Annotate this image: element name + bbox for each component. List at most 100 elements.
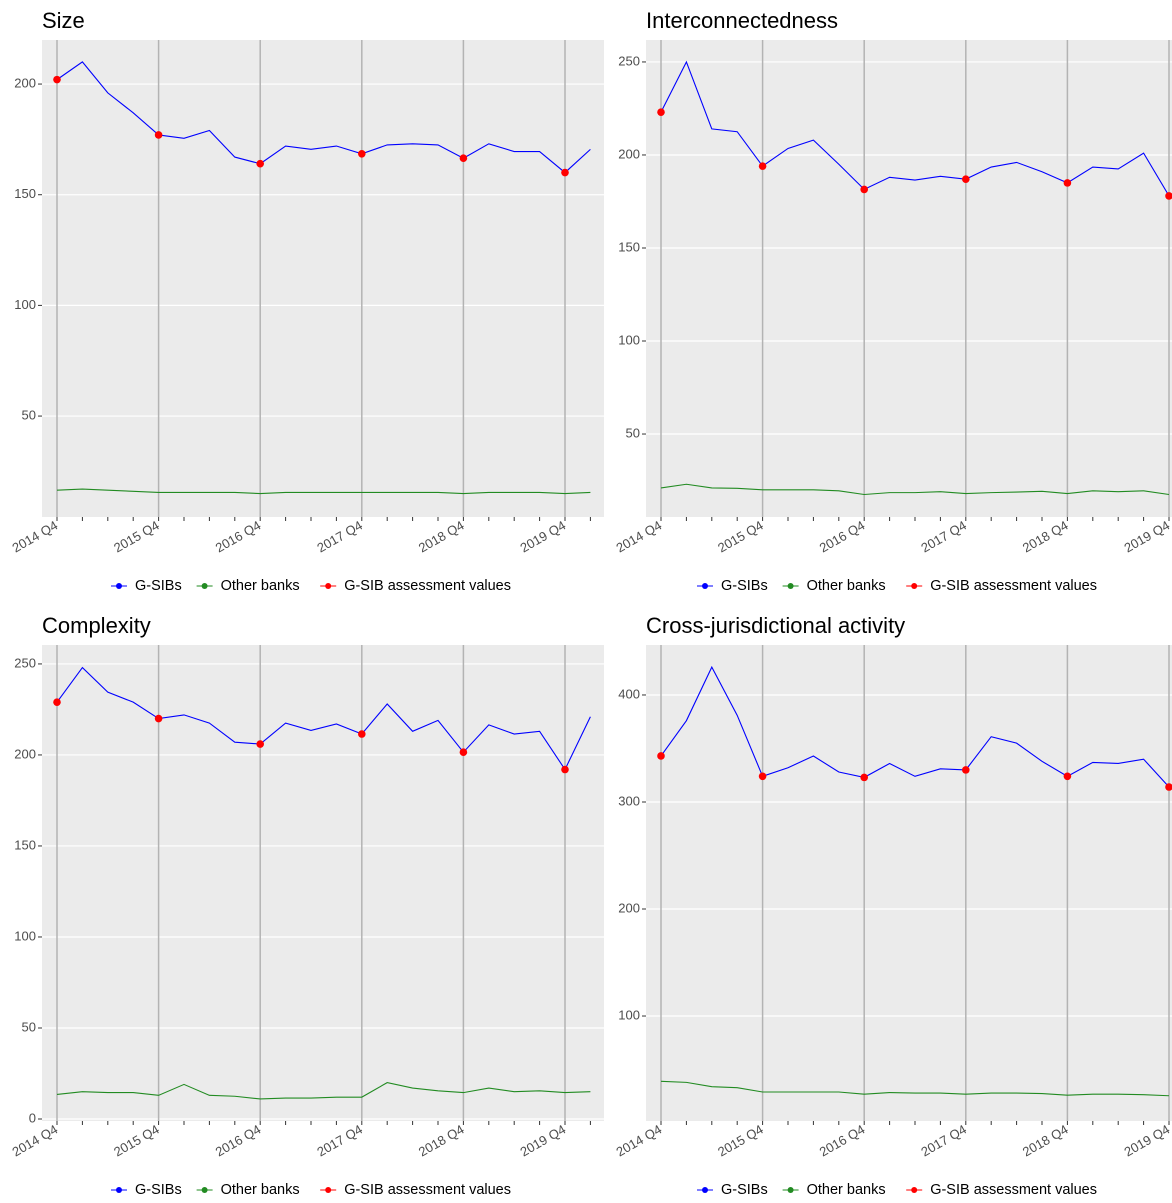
- series-line: [56, 666, 591, 771]
- data-point: [657, 108, 665, 116]
- series-line: [56, 488, 591, 495]
- chart-panel: Size 50 100 150 200 2014 Q4 2015 Q4 2016 Q4 2017…: [10, 8, 604, 594]
- legend-label: G-SIB assessment values: [344, 578, 511, 594]
- y-tick-label: 150: [14, 837, 36, 852]
- plot-background: [42, 645, 604, 1121]
- legend-dot: [325, 583, 332, 589]
- chart-panel: Complexity 0 50 100 150 200 250 2014 Q4 2015 Q4 2…: [10, 613, 604, 1198]
- data-point: [657, 752, 665, 760]
- x-tick-label: 2019 Q4: [518, 518, 569, 556]
- x-tick-label: 2014 Q4: [614, 518, 665, 556]
- x-tick-label: 2015 Q4: [715, 518, 766, 556]
- data-point: [758, 162, 767, 170]
- legend-label: G-SIB assessment values: [930, 1182, 1097, 1198]
- data-point: [1063, 179, 1072, 187]
- data-point: [561, 168, 569, 177]
- plot-background: [42, 40, 604, 517]
- legend-dot: [201, 1187, 208, 1193]
- chart-panel: Cross-jurisdictional activity 100 200 300 40…: [614, 613, 1172, 1198]
- plot-background: [646, 645, 1172, 1121]
- legend-label: G-SIBs: [721, 1182, 768, 1198]
- data-point: [358, 730, 366, 738]
- plot-background: [646, 40, 1172, 517]
- series-line: [660, 665, 1170, 788]
- x-tick-label: 2018 Q4: [416, 1122, 467, 1160]
- data-point: [154, 131, 163, 139]
- legend-dot: [911, 583, 918, 589]
- x-tick-label: 2015 Q4: [715, 1122, 766, 1160]
- data-point: [860, 185, 868, 194]
- y-tick-label: 100: [618, 332, 640, 347]
- legend-dot: [787, 583, 794, 589]
- legend-label: G-SIBs: [135, 578, 182, 594]
- y-tick-label: 150: [618, 239, 640, 254]
- legend: G-SIBs Other banks G-SIB assessment values: [111, 1182, 511, 1198]
- series-line: [56, 61, 591, 174]
- series-line: [660, 60, 1170, 197]
- y-tick-label: 100: [14, 928, 36, 943]
- data-point: [860, 773, 868, 782]
- data-point: [256, 159, 265, 168]
- y-tick-label: 200: [618, 900, 640, 915]
- chart-title: Size: [42, 8, 85, 33]
- x-tick-label: 2016 Q4: [817, 518, 868, 556]
- series-line: [56, 1082, 591, 1100]
- data-point: [459, 154, 468, 162]
- x-tick-label: 2017 Q4: [314, 1122, 365, 1160]
- legend-label: G-SIBs: [135, 1182, 182, 1198]
- legend-label: Other banks: [221, 1182, 300, 1198]
- legend: G-SIBs Other banks G-SIB assessment values: [697, 1182, 1097, 1198]
- x-tick-label: 2019 Q4: [518, 1122, 569, 1160]
- legend-dot: [325, 1187, 332, 1193]
- y-tick-label: 50: [22, 1019, 36, 1034]
- legend-dot: [116, 1187, 122, 1193]
- x-tick-label: 2014 Q4: [10, 518, 61, 556]
- legend-dot: [911, 1187, 918, 1193]
- x-tick-label: 2018 Q4: [1020, 518, 1071, 556]
- x-tick-label: 2016 Q4: [817, 1122, 868, 1160]
- data-point: [358, 149, 366, 158]
- x-tick-label: 2016 Q4: [213, 1122, 264, 1160]
- x-tick-label: 2019 Q4: [1122, 518, 1172, 556]
- legend-label: Other banks: [807, 578, 886, 594]
- legend-label: G-SIB assessment values: [344, 1182, 511, 1198]
- data-point: [53, 698, 61, 706]
- data-point: [1165, 192, 1172, 200]
- y-tick-label: 250: [618, 53, 640, 68]
- data-point: [1165, 783, 1172, 791]
- y-tick-label: 50: [22, 408, 36, 423]
- legend-label: G-SIB assessment values: [930, 578, 1097, 594]
- x-tick-label: 2015 Q4: [111, 1122, 162, 1160]
- y-tick-label: 400: [618, 686, 640, 701]
- data-point: [53, 75, 61, 84]
- y-tick-label: 200: [14, 746, 36, 761]
- legend-dot: [702, 583, 708, 589]
- y-tick-label: 150: [14, 186, 36, 201]
- legend-dot: [702, 1187, 708, 1193]
- legend: G-SIBs Other banks G-SIB assessment values: [697, 578, 1097, 594]
- data-point: [962, 766, 970, 774]
- data-point: [561, 765, 569, 774]
- legend-dot: [787, 1187, 794, 1193]
- data-point: [962, 175, 970, 183]
- chart-title: Cross-jurisdictional activity: [646, 613, 905, 638]
- x-tick-label: 2014 Q4: [614, 1122, 665, 1160]
- y-tick-label: 50: [626, 425, 640, 440]
- x-tick-label: 2015 Q4: [111, 518, 162, 556]
- x-tick-label: 2017 Q4: [918, 1122, 969, 1160]
- x-tick-label: 2018 Q4: [1020, 1122, 1071, 1160]
- x-tick-label: 2017 Q4: [314, 518, 365, 556]
- legend-dot: [201, 583, 208, 589]
- chart-title: Complexity: [42, 613, 151, 638]
- series-line: [660, 1080, 1170, 1097]
- x-tick-label: 2019 Q4: [1122, 1122, 1172, 1160]
- x-tick-label: 2018 Q4: [416, 518, 467, 556]
- x-tick-label: 2016 Q4: [213, 518, 264, 556]
- data-point: [758, 772, 767, 781]
- y-tick-label: 250: [14, 655, 36, 670]
- x-tick-label: 2014 Q4: [10, 1122, 61, 1160]
- y-tick-label: 100: [14, 297, 36, 312]
- data-point: [459, 748, 468, 757]
- legend-label: Other banks: [221, 578, 300, 594]
